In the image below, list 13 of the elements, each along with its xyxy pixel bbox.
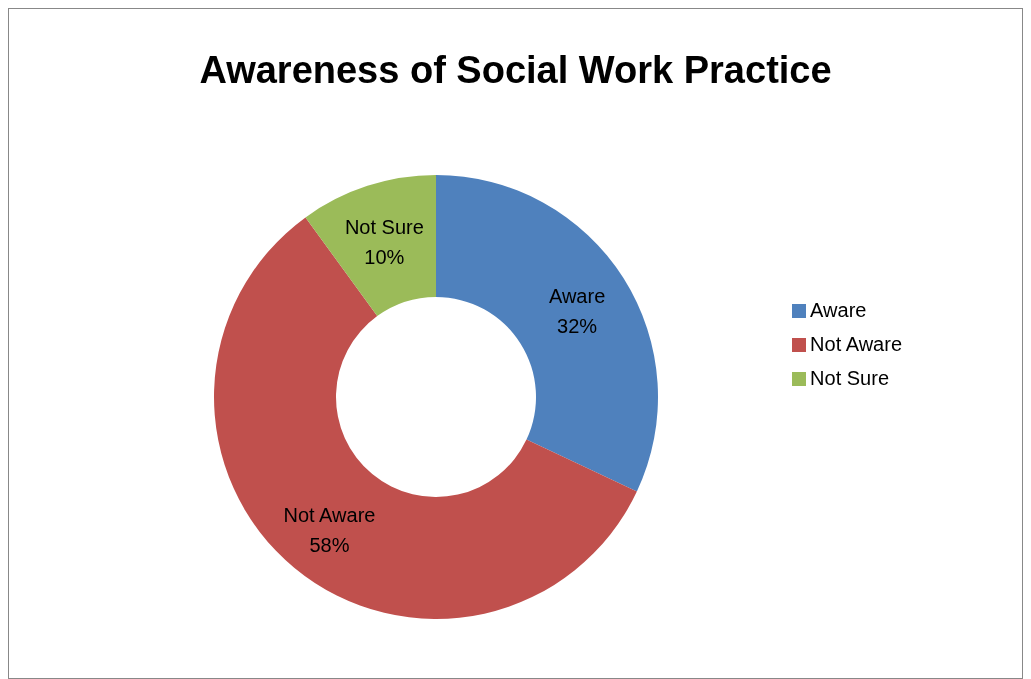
chart-title: Awareness of Social Work Practice bbox=[198, 49, 833, 92]
donut-slice bbox=[305, 175, 436, 317]
slice-label: Not Aware bbox=[283, 503, 376, 526]
data-label: 32% bbox=[557, 315, 598, 338]
legend-label: Not Sure bbox=[810, 366, 890, 389]
data-label: 58% bbox=[309, 533, 350, 556]
data-label: 10% bbox=[364, 246, 405, 269]
legend-label: Aware bbox=[810, 298, 867, 321]
slice-label: Aware bbox=[548, 285, 606, 308]
donut-slice bbox=[214, 217, 637, 619]
donut-slice bbox=[436, 175, 658, 492]
legend-label: Not Aware bbox=[810, 332, 902, 355]
slice-label: Not Sure bbox=[344, 216, 424, 239]
